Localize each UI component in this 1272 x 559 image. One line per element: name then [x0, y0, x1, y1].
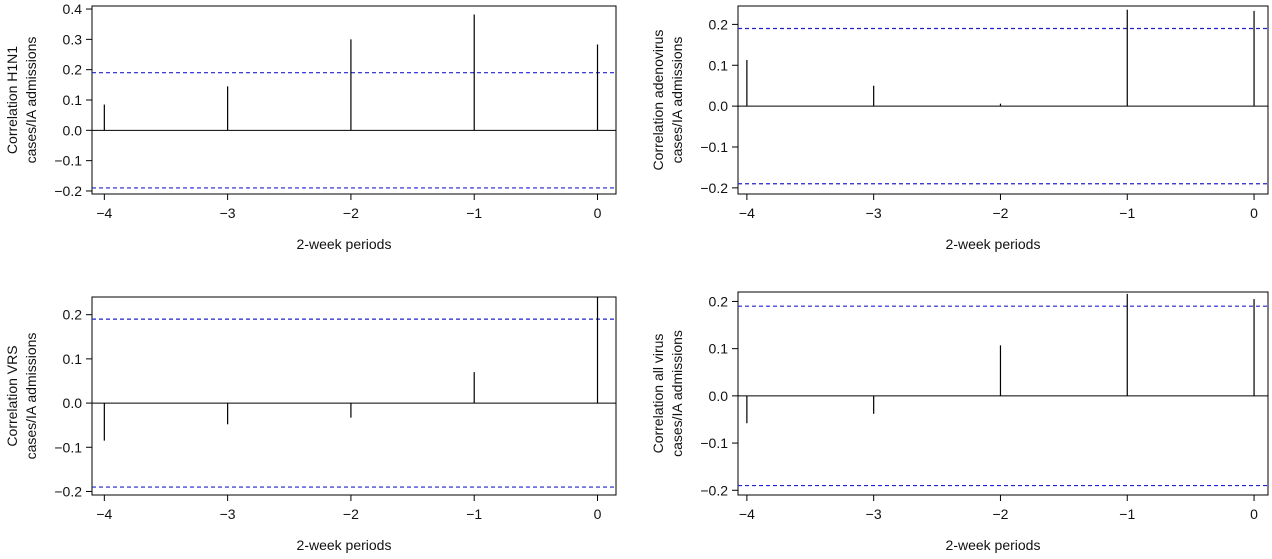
y-tick-label: 0.2: [709, 16, 729, 32]
y-tick-label: −0.1: [700, 435, 728, 451]
y-tick-label: 0.0: [63, 395, 83, 411]
y-tick-label: 0.0: [709, 388, 729, 404]
y-tick-label: 0.3: [63, 31, 83, 47]
x-tick-label: −3: [866, 205, 882, 221]
y-axis-label-line-2: cases/IA admissions: [669, 330, 685, 457]
x-axis-label: 2-week periods: [297, 236, 392, 252]
y-tick-label: −0.2: [700, 180, 728, 196]
y-tick-label: 0.1: [63, 351, 83, 367]
y-axis-label-line-2: cases/IA admissions: [23, 37, 39, 164]
y-tick-label: 0.2: [63, 307, 83, 323]
x-tick-label: −4: [96, 506, 112, 522]
x-tick-label: 0: [594, 506, 602, 522]
y-tick-label: 0.1: [63, 92, 83, 108]
y-tick-label: −0.2: [54, 183, 82, 199]
y-tick-label: −0.1: [54, 153, 82, 169]
plot-frame: [91, 5, 617, 195]
y-tick-label: −0.1: [54, 439, 82, 455]
x-tick-label: 0: [594, 205, 602, 221]
y-tick-label: 0.2: [709, 293, 729, 309]
y-tick-label: −0.2: [54, 483, 82, 499]
y-axis-label-line-1: Correlation H1N1: [4, 46, 20, 154]
x-tick-label: −2: [343, 506, 359, 522]
y-tick-label: 0.0: [63, 122, 83, 138]
plot-frame: [737, 5, 1269, 195]
x-tick-label: −4: [739, 506, 755, 522]
y-axis-label-line-1: Correlation all virus: [650, 334, 666, 454]
y-axis-label-line-1: Correlation VRS: [4, 345, 20, 446]
y-tick-label: −0.2: [700, 482, 728, 498]
y-tick-label: −0.1: [700, 139, 728, 155]
x-axis-label: 2-week periods: [946, 236, 1041, 252]
chart-panel-1: −0.2 −0.1 0.0 0.1 0.2 0.3 0.4 −4 −3 −2 −1 0 2-week p…: [4, 1, 617, 252]
chart-panel-2: −0.2 −0.1 0.0 0.1 0.2 −4 −3 −2 −1 0 2-week periods…: [650, 5, 1269, 252]
chart-panel-4: −0.2 −0.1 0.0 0.1 0.2 −4 −3 −2 −1 0 2-week periods…: [650, 291, 1269, 553]
x-axis-label: 2-week periods: [946, 537, 1041, 553]
y-tick-label: 0.1: [709, 57, 729, 73]
x-tick-label: −3: [220, 205, 236, 221]
chart-panel-3: −0.2 −0.1 0.0 0.1 0.2 −4 −3 −2 −1 0 2-week periods…: [4, 296, 617, 553]
x-tick-label: 0: [1250, 506, 1258, 522]
x-tick-label: 0: [1250, 205, 1258, 221]
x-tick-label: −3: [866, 506, 882, 522]
x-tick-label: −4: [739, 205, 755, 221]
y-tick-label: 0.4: [63, 1, 83, 17]
x-tick-label: −4: [96, 205, 112, 221]
x-axis-label: 2-week periods: [297, 537, 392, 553]
x-tick-label: −2: [992, 205, 1008, 221]
y-tick-label: 0.1: [709, 341, 729, 357]
y-axis-label-line-2: cases/IA admissions: [23, 333, 39, 460]
x-tick-label: −1: [466, 506, 482, 522]
x-tick-label: −2: [992, 506, 1008, 522]
x-tick-label: −1: [1119, 506, 1135, 522]
x-tick-label: −2: [343, 205, 359, 221]
x-tick-label: −1: [1119, 205, 1135, 221]
plot-frame: [737, 291, 1269, 496]
plot-frame: [91, 296, 617, 496]
y-tick-label: 0.0: [709, 98, 729, 114]
x-tick-label: −1: [466, 205, 482, 221]
y-axis-label-line-1: Correlation adenovirus: [650, 30, 666, 171]
y-tick-label: 0.2: [63, 62, 83, 78]
x-tick-label: −3: [220, 506, 236, 522]
y-axis-label-line-2: cases/IA admissions: [669, 37, 685, 164]
